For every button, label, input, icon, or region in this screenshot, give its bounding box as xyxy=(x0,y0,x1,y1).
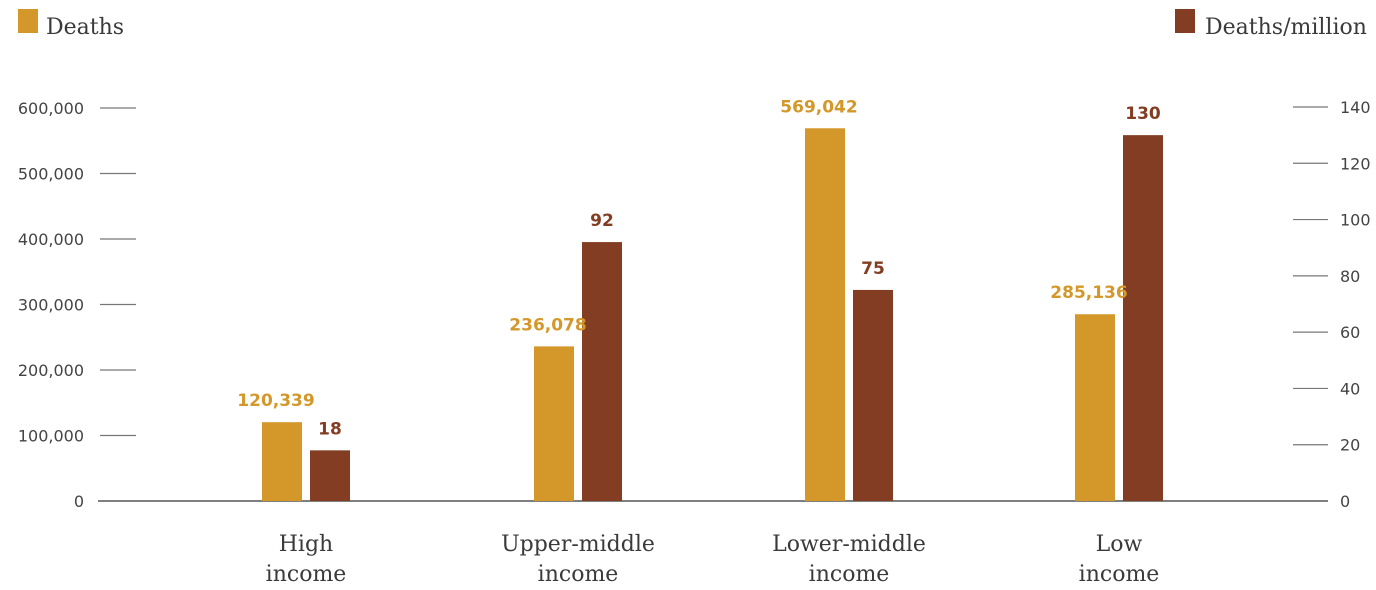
left-tick-label: 100,000 xyxy=(18,427,84,446)
value-label-deaths-per-million: 130 xyxy=(1125,104,1161,124)
right-tick-label: 140 xyxy=(1340,98,1371,117)
left-tick-label: 0 xyxy=(74,492,84,511)
right-tick-label: 80 xyxy=(1340,267,1360,286)
value-label-deaths-per-million: 92 xyxy=(590,211,614,231)
value-label-deaths: 569,042 xyxy=(780,97,857,117)
legend-label-deaths-per-million: Deaths/million xyxy=(1205,15,1367,40)
category-labels: High income Upper-middle income Lower-middle… xyxy=(266,532,1160,587)
right-tick-label: 100 xyxy=(1340,211,1371,230)
bar-deaths xyxy=(262,422,302,501)
right-tick-label: 120 xyxy=(1340,154,1371,173)
bar-deaths xyxy=(534,346,574,501)
legend-swatch-deaths-per-million xyxy=(1175,9,1195,33)
legend: Deaths Deaths/million xyxy=(18,9,1367,40)
bar-deaths xyxy=(805,128,845,501)
bar-deaths-per-million xyxy=(853,289,893,501)
category-label: Upper-middle income xyxy=(501,532,655,587)
value-label-deaths: 236,078 xyxy=(509,315,586,335)
bar-deaths-per-million xyxy=(310,450,350,501)
left-tick-label: 500,000 xyxy=(18,165,84,184)
value-label-deaths-per-million: 75 xyxy=(861,259,885,279)
bar-deaths-per-million xyxy=(582,242,622,502)
value-label-deaths: 285,136 xyxy=(1050,283,1127,303)
right-axis: 0 20 40 60 80 100 120 140 xyxy=(1293,98,1371,511)
legend-swatch-deaths xyxy=(18,9,38,33)
left-tick-label: 200,000 xyxy=(18,361,84,380)
value-label-deaths-per-million: 18 xyxy=(318,419,342,439)
left-tick-label: 300,000 xyxy=(18,296,84,315)
right-tick-label: 0 xyxy=(1340,492,1350,511)
right-tick-label: 40 xyxy=(1340,379,1360,398)
left-tick-label: 400,000 xyxy=(18,230,84,249)
left-tick-label: 600,000 xyxy=(18,99,84,118)
category-label: Low income xyxy=(1079,532,1160,587)
bar-deaths-per-million xyxy=(1123,135,1163,501)
right-tick-label: 60 xyxy=(1340,323,1360,342)
right-tick-label: 20 xyxy=(1340,436,1360,455)
bar-deaths xyxy=(1075,314,1115,501)
value-label-deaths: 120,339 xyxy=(237,391,314,411)
bars xyxy=(262,128,1163,502)
category-label: Lower-middle income xyxy=(772,532,926,587)
left-axis: 0 100,000 200,000 300,000 400,000 500,000 600,… xyxy=(18,99,136,511)
category-label: High income xyxy=(266,532,347,587)
legend-label-deaths: Deaths xyxy=(46,15,124,40)
